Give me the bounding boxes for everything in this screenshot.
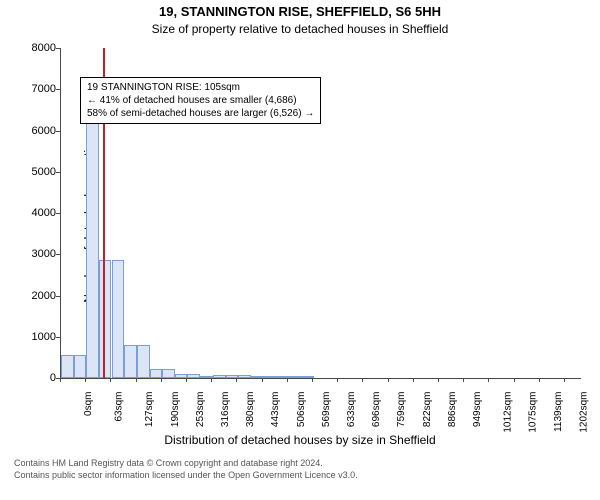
x-tick-mark xyxy=(539,378,540,382)
x-tick-label: 443sqm xyxy=(270,392,281,428)
x-tick-mark xyxy=(388,378,389,382)
x-tick-label: 633sqm xyxy=(346,392,357,428)
histogram-bar xyxy=(74,355,87,378)
x-tick-label: 759sqm xyxy=(396,392,407,428)
x-tick-mark xyxy=(337,378,338,382)
x-axis-label: Distribution of detached houses by size … xyxy=(0,433,600,447)
x-tick-label: 1012sqm xyxy=(503,392,514,433)
histogram-bar xyxy=(187,374,200,378)
x-tick-label: 63sqm xyxy=(114,392,125,422)
histogram-bar xyxy=(137,345,150,378)
histogram-bar xyxy=(99,260,112,378)
y-tick-label: 8000 xyxy=(0,42,56,54)
y-tick-mark xyxy=(56,337,60,338)
histogram-bar xyxy=(263,376,276,378)
x-tick-label: 127sqm xyxy=(144,392,155,428)
chart-container: 19, STANNINGTON RISE, SHEFFIELD, S6 5HH … xyxy=(0,0,600,500)
x-tick-label: 949sqm xyxy=(472,392,483,428)
y-tick-label: 0 xyxy=(0,372,56,384)
x-tick-mark xyxy=(136,378,137,382)
annotation-box: 19 STANNINGTON RISE: 105sqm ← 41% of det… xyxy=(80,77,321,124)
x-tick-label: 886sqm xyxy=(447,392,458,428)
x-tick-label: 380sqm xyxy=(245,392,256,428)
x-tick-mark xyxy=(236,378,237,382)
y-tick-label: 7000 xyxy=(0,83,56,95)
y-tick-label: 2000 xyxy=(0,290,56,302)
chart-title-sub: Size of property relative to detached ho… xyxy=(0,22,600,36)
histogram-bar xyxy=(61,355,74,378)
x-tick-label: 253sqm xyxy=(195,392,206,428)
x-tick-mark xyxy=(564,378,565,382)
x-tick-mark xyxy=(60,378,61,382)
x-tick-label: 822sqm xyxy=(422,392,433,428)
x-tick-mark xyxy=(362,378,363,382)
x-tick-label: 0sqm xyxy=(83,392,94,416)
footer-line1: Contains HM Land Registry data © Crown c… xyxy=(14,458,600,470)
x-tick-label: 506sqm xyxy=(296,392,307,428)
x-tick-mark xyxy=(287,378,288,382)
annotation-line3: 58% of semi-detached houses are larger (… xyxy=(87,107,314,120)
x-tick-mark xyxy=(110,378,111,382)
x-tick-label: 696sqm xyxy=(371,392,382,428)
annotation-line2: ← 41% of detached houses are smaller (4,… xyxy=(87,94,314,107)
x-tick-mark xyxy=(514,378,515,382)
x-tick-mark xyxy=(312,378,313,382)
histogram-bar xyxy=(162,369,175,378)
histogram-bar xyxy=(213,375,226,378)
y-tick-mark xyxy=(56,296,60,297)
y-tick-label: 3000 xyxy=(0,248,56,260)
histogram-bar xyxy=(238,375,251,378)
histogram-bar xyxy=(289,376,302,378)
x-tick-mark xyxy=(186,378,187,382)
histogram-bar xyxy=(150,369,163,378)
y-tick-label: 1000 xyxy=(0,331,56,343)
histogram-bar xyxy=(124,345,137,378)
x-tick-mark xyxy=(438,378,439,382)
y-tick-mark xyxy=(56,131,60,132)
footer-line2: Contains public sector information licen… xyxy=(14,470,600,482)
y-tick-mark xyxy=(56,89,60,90)
x-tick-mark xyxy=(211,378,212,382)
y-tick-label: 4000 xyxy=(0,207,56,219)
footer: Contains HM Land Registry data © Crown c… xyxy=(0,458,600,481)
y-tick-mark xyxy=(56,254,60,255)
x-tick-mark xyxy=(262,378,263,382)
x-tick-mark xyxy=(488,378,489,382)
x-tick-mark xyxy=(463,378,464,382)
x-tick-label: 190sqm xyxy=(170,392,181,428)
y-tick-mark xyxy=(56,213,60,214)
x-tick-mark xyxy=(161,378,162,382)
x-tick-label: 1202sqm xyxy=(578,392,589,433)
x-tick-label: 316sqm xyxy=(220,392,231,428)
y-tick-label: 6000 xyxy=(0,125,56,137)
x-tick-mark xyxy=(413,378,414,382)
y-tick-mark xyxy=(56,172,60,173)
histogram-bar xyxy=(112,260,125,378)
x-tick-label: 1139sqm xyxy=(553,392,564,432)
x-tick-label: 569sqm xyxy=(321,392,332,428)
histogram-bar xyxy=(86,114,99,378)
x-tick-mark xyxy=(85,378,86,382)
chart-title-main: 19, STANNINGTON RISE, SHEFFIELD, S6 5HH xyxy=(0,4,600,19)
x-tick-label: 1075sqm xyxy=(528,392,539,433)
annotation-line1: 19 STANNINGTON RISE: 105sqm xyxy=(87,81,314,94)
y-tick-mark xyxy=(56,48,60,49)
y-tick-label: 5000 xyxy=(0,166,56,178)
